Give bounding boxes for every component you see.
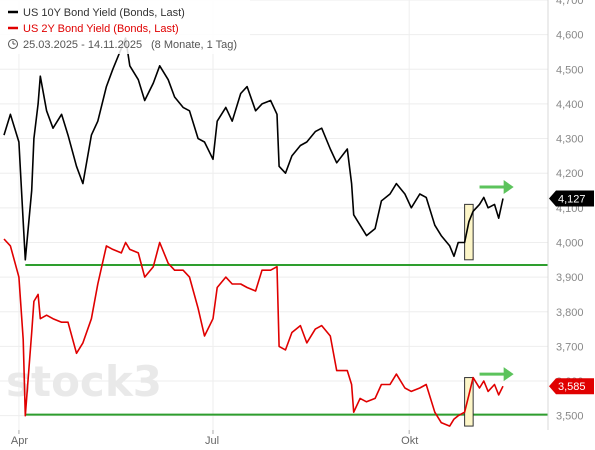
legend-label-2y: US 2Y Bond Yield (Bonds, Last) (23, 23, 179, 35)
legend-label-10y: US 10Y Bond Yield (Bonds, Last) (23, 7, 185, 19)
legend: US 10Y Bond Yield (Bonds, Last) US 2Y Bo… (0, 0, 250, 54)
series-lines (3, 37, 504, 427)
last-value-badge-2y: 3,585 (549, 378, 594, 395)
trend-arrow (479, 180, 514, 195)
x-tick-label: Apr (11, 435, 28, 447)
clock-icon (8, 39, 18, 49)
y-tick-label: 3,700 (556, 341, 584, 353)
last-value-badges: 4,127 3,585 (549, 190, 594, 395)
legend-period-detail: (8 Monate, 1 Tag) (151, 39, 237, 51)
trend-arrows (479, 180, 514, 382)
highlight-box (464, 377, 474, 427)
watermark: stock3 (6, 357, 162, 406)
x-tick-label: Okt (401, 435, 418, 447)
y-tick-label: 4,600 (556, 30, 584, 42)
y-tick-label: 4,000 (556, 237, 584, 249)
y-tick-label: 4,400 (556, 99, 584, 111)
highlight-boxes (464, 203, 474, 427)
highlight-box (464, 203, 474, 261)
y-tick-label: 4,500 (556, 64, 584, 76)
y-tick-label: 3,800 (556, 307, 584, 319)
y-tick-label: 3,500 (556, 411, 584, 423)
series-line-10y (3, 37, 504, 261)
last-value-label: 3,585 (558, 381, 586, 393)
last-value-label: 4,127 (558, 193, 586, 205)
legend-period: 25.03.2025 - 14.11.2025 (23, 39, 142, 51)
x-axis-ticks: Apr Jul Okt (11, 430, 418, 447)
y-tick-label: 4,700 (556, 0, 584, 7)
trend-arrow (479, 367, 514, 382)
series-line-2y (3, 238, 504, 427)
x-tick-label: Jul (205, 435, 219, 447)
y-tick-label: 4,200 (556, 168, 584, 180)
y-tick-label: 4,300 (556, 134, 584, 146)
y-tick-label: 3,900 (556, 272, 584, 284)
y-axis-ticks: 3,5003,6003,7003,8003,9004,0004,1004,200… (556, 0, 584, 423)
last-value-badge-10y: 4,127 (549, 190, 594, 207)
